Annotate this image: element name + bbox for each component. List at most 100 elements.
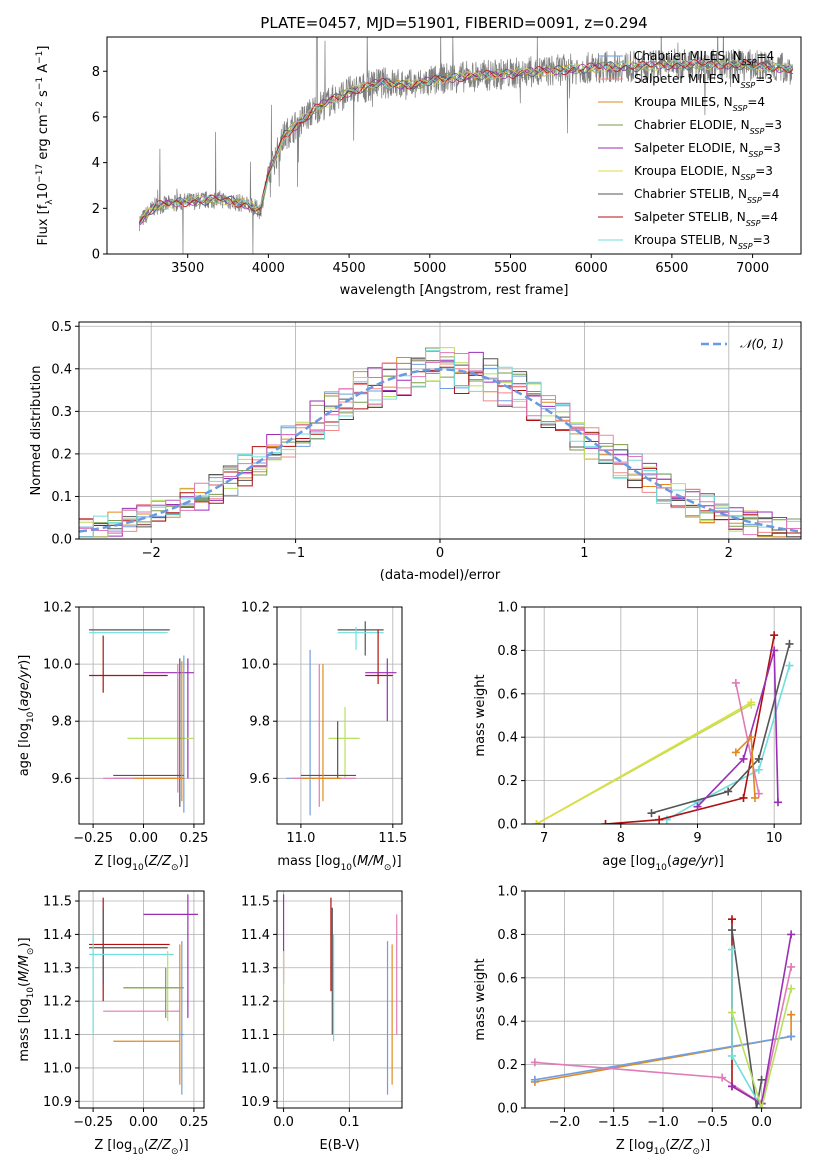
y-tick-label: 11.4 [241, 928, 270, 943]
label-part: ( [665, 1138, 670, 1153]
y-tick-label: 0.4 [497, 731, 518, 746]
y-tick-label: 0.0 [51, 533, 72, 548]
label-part: ⊙ [692, 1147, 700, 1157]
label-part: 10 [132, 863, 144, 873]
age-vs-z-axes: −0.25 0.00 0.259.69.810.010.2Z [log10(Z/Z⊙… [17, 601, 208, 874]
label-part: age [log [17, 723, 32, 776]
age-vs-mass-axes: 11.0 11.5 9.6 9.8 10.0 10.2 mass [log10(M/M⊙)] [241, 601, 407, 874]
plot-area [282, 894, 398, 1095]
massweight-vs-z-xlabel: Z [log10(Z/Z⊙)] [616, 1138, 710, 1157]
legend-label-part: Chabrier MILES, N [634, 49, 742, 63]
plot-area [530, 915, 796, 1108]
weight-marker [787, 1010, 796, 1019]
mass-vs-z-axes: −0.25 0.00 0.25 10.9 11.0 11.1 11.2 11.3 11.4 11.… [17, 890, 208, 1157]
age-vs-z-xlabel: Z [log10(Z/Z⊙)] [94, 854, 188, 873]
axes-frame [276, 890, 403, 1109]
legend-label-part: =3 [764, 118, 782, 132]
weight-marker [787, 962, 796, 971]
label-part: ( [17, 982, 32, 987]
legend-label-part: SSP [733, 104, 748, 113]
legend-label: Salpeter STELIB, NSSP=4 [634, 210, 778, 228]
y-tick-label: 0.2 [497, 1058, 518, 1073]
model-spectrum-chabrier-stelib [138, 59, 793, 224]
y-tick-label: 10.9 [43, 1095, 72, 1110]
y-tick-label: 0.6 [497, 687, 518, 702]
y-tick-label: 0.0 [497, 818, 518, 833]
weight-marker [774, 798, 782, 807]
x-tick-label: 5500 [494, 261, 527, 276]
label-part: erg cm [36, 114, 51, 163]
weight-marker [728, 945, 736, 954]
weight-marker [530, 1058, 539, 1067]
weight-marker [601, 820, 610, 824]
label-part: Z [log [616, 1138, 654, 1153]
legend-label-part: =4 [760, 210, 778, 224]
y-tick-label: 0.8 [497, 644, 518, 659]
y-tick-label: 11.5 [43, 895, 72, 910]
legend-label-part: SSP [738, 242, 753, 251]
axes-frame [276, 606, 403, 825]
x-tick-label: 6000 [575, 261, 608, 276]
x-tick-label: 0.25 [179, 831, 208, 846]
x-tick-label: 10 [766, 831, 783, 846]
weight-marker [655, 815, 664, 824]
weight-line [731, 929, 763, 1108]
legend-label: Salpeter MILES, NSSP=3 [634, 72, 773, 90]
weight-marker [728, 1082, 736, 1091]
massweight-vs-age-xlabel: age [log10(age/yr)] [602, 854, 724, 873]
weight-marker [530, 1075, 539, 1084]
y-tick-label: 11.2 [43, 995, 72, 1010]
legend-label: Kroupa MILES, NSSP=4 [634, 95, 765, 113]
age-vs-z-ylabel: age [log10(age/yr)] [17, 655, 36, 777]
y-tick-label: 0 [92, 248, 100, 263]
label-part: 10 [26, 711, 36, 723]
x-tick-label: 0.0 [273, 1115, 294, 1130]
weight-marker [770, 631, 779, 640]
age-vs-mass-xlabel: mass [log10(M/M⊙)] [277, 854, 401, 873]
x-tick-label: 2 [725, 546, 733, 561]
y-tick-label: 0.5 [51, 320, 72, 335]
normal-legend-label: 𝒩(0, 1) [740, 337, 784, 351]
y-tick-label: 9.6 [249, 772, 270, 787]
weight-marker [747, 733, 756, 742]
y-tick-label: 0.2 [497, 774, 518, 789]
label-part: ( [144, 854, 149, 869]
x-tick-label: 4500 [333, 261, 366, 276]
x-tick-label: −2 [142, 546, 161, 561]
label-part: 10 [341, 863, 353, 873]
legend-label-part: Salpeter ELODIE, N [634, 141, 748, 155]
spectrum-title: PLATE=0457, MJD=51901, FIBERID=0091, z=0… [260, 14, 647, 32]
x-tick-label: 0 [436, 546, 444, 561]
label-part: 10 [36, 183, 51, 200]
label-part: −2 [35, 101, 45, 114]
y-tick-label: 10.2 [43, 601, 72, 616]
legend-label: Chabrier MILES, NSSP=4 [634, 49, 774, 67]
legend-label-part: Chabrier STELIB, N [634, 187, 747, 201]
weight-marker [787, 984, 796, 993]
label-part: mass [log [277, 854, 340, 869]
legend-label-part: Kroupa ELODIE, N [634, 164, 741, 178]
y-tick-label: 10.0 [43, 658, 72, 673]
x-tick-label: 7000 [736, 261, 769, 276]
massweight-z-ylabel: mass weight [473, 958, 488, 1040]
y-tick-label: 10.2 [241, 601, 270, 616]
residual-histogram-pink [79, 352, 801, 539]
weight-marker [754, 789, 763, 798]
label-part: 10 [654, 1147, 666, 1157]
label-part: ( [144, 1138, 149, 1153]
residual-ylabel: Normed distribution [29, 366, 44, 496]
plot-area [286, 621, 397, 816]
label-part: Z/Z [148, 854, 172, 869]
x-tick-label: 1 [580, 546, 588, 561]
plot-area [89, 894, 198, 1095]
x-tick-label: −1 [286, 546, 305, 561]
y-tick-label: 9.8 [249, 715, 270, 730]
x-tick-label: 11.5 [378, 831, 407, 846]
weight-marker [754, 765, 763, 774]
x-tick-label: −0.5 [696, 1115, 728, 1130]
label-part: A [36, 64, 51, 77]
y-tick-label: 0.1 [51, 490, 72, 505]
label-part: age/yr [672, 854, 715, 869]
